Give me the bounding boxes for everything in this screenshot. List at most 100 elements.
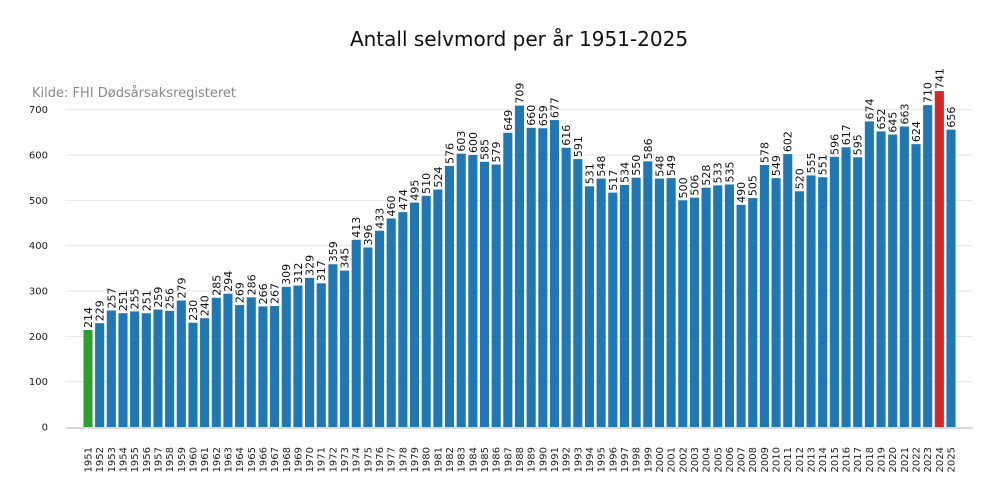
y-tick-label: 600 [29,151,48,162]
x-tick-label-1981: 1981 [433,447,444,472]
x-tick-label-1957: 1957 [153,447,164,472]
bar-1998 [631,177,641,427]
x-tick-label-1994: 1994 [585,447,596,472]
data-label-1998: 550 [630,155,643,176]
bar-1964 [235,305,245,427]
data-label-1966: 266 [257,283,270,304]
data-label-1990: 659 [537,105,550,126]
x-tick-label-2011: 2011 [783,447,794,472]
bar-2004 [701,187,711,427]
bar-2003 [689,197,699,427]
data-label-2000: 548 [653,156,666,177]
x-tick-label-2012: 2012 [795,447,806,472]
x-tick-label-1992: 1992 [562,447,573,472]
data-label-1974: 413 [350,217,363,238]
bar-2005 [713,185,723,427]
bars [83,91,956,428]
data-label-1962: 285 [210,275,223,296]
data-label-1956: 251 [140,290,153,311]
data-label-1963: 294 [222,271,235,292]
x-tick-label-2019: 2019 [877,447,888,472]
bar-1990 [538,128,548,427]
bar-2022 [911,144,921,427]
x-tick-label-1961: 1961 [200,447,211,472]
x-tick-label-1996: 1996 [608,447,619,472]
data-label-2002: 500 [677,177,690,198]
x-tick-label-2025: 2025 [947,447,958,472]
data-label-1970: 329 [304,255,317,276]
x-tick-label-2007: 2007 [737,447,748,472]
data-label-1954: 251 [117,290,130,311]
y-tick-label: 100 [29,377,48,388]
bar-2008 [748,198,758,427]
y-tick-label: 400 [29,241,48,252]
data-label-2022: 624 [910,121,923,142]
bar-2012 [794,191,804,427]
bar-1986 [491,164,501,427]
data-label-1997: 534 [618,162,631,183]
bar-2017 [853,157,863,427]
chart-title: Antall selvmord per år 1951-2025 [350,27,688,51]
data-label-2018: 674 [863,98,876,119]
x-tick-label-2009: 2009 [760,447,771,472]
x-tick-label-2003: 2003 [690,447,701,472]
y-tick-label: 0 [42,423,48,434]
x-tick-label-1999: 1999 [643,447,654,472]
data-label-2008: 505 [747,175,760,196]
x-tick-label-1982: 1982 [445,447,456,472]
data-label-2005: 533 [712,162,725,183]
bar-2024 [934,91,944,427]
data-label-1995: 548 [595,156,608,177]
data-label-2004: 528 [700,165,713,186]
bar-2025 [946,129,956,427]
bar-1995 [596,178,606,427]
data-label-1952: 229 [94,300,107,321]
bar-1962 [211,297,221,427]
bar-1955 [130,311,140,427]
x-tick-label-1971: 1971 [317,447,328,472]
x-tick-label-1954: 1954 [118,447,129,472]
bar-1959 [176,300,186,427]
x-tick-label-1995: 1995 [597,447,608,472]
bar-2009 [759,164,769,427]
bar-1976 [375,230,385,427]
bar-2010 [771,178,781,427]
data-labels: 2142292572512552512592562792302402852942… [82,68,958,328]
bar-1984 [468,155,478,427]
data-label-1994: 531 [583,163,596,184]
data-label-1978: 474 [397,189,410,210]
x-tick-label-1963: 1963 [223,447,234,472]
x-tick-label-1988: 1988 [515,447,526,472]
data-label-1993: 591 [572,136,585,157]
data-label-2019: 652 [875,108,888,129]
x-tick-label-1977: 1977 [387,447,398,472]
bar-1972 [328,264,338,427]
x-tick-label-1984: 1984 [468,447,479,472]
data-label-1977: 460 [385,195,398,216]
x-tick-label-1960: 1960 [188,447,199,472]
bar-1977 [386,218,396,427]
data-label-1999: 586 [642,138,655,159]
bar-1968 [281,286,291,427]
x-tick-label-2006: 2006 [725,447,736,472]
x-tick-label-1966: 1966 [258,447,269,472]
x-tick-label-1965: 1965 [247,447,258,472]
x-tick-label-1990: 1990 [538,447,549,472]
bar-1983 [456,153,466,427]
bar-1994 [584,186,595,427]
data-label-1989: 660 [525,105,538,126]
data-label-2010: 549 [770,155,783,176]
bar-1952 [95,323,105,427]
bar-1954 [118,313,128,427]
data-label-2023: 710 [922,82,935,103]
data-label-2021: 663 [898,103,911,124]
data-label-1984: 600 [467,132,480,153]
data-label-1987: 649 [502,110,515,131]
bar-1953 [106,310,116,427]
x-tick-label-1951: 1951 [84,447,95,472]
y-tick-label: 300 [29,287,48,298]
data-label-2006: 535 [723,161,736,182]
bar-1980 [421,195,431,427]
x-tick-label-2014: 2014 [818,447,829,472]
x-tick-label-2013: 2013 [807,447,818,472]
